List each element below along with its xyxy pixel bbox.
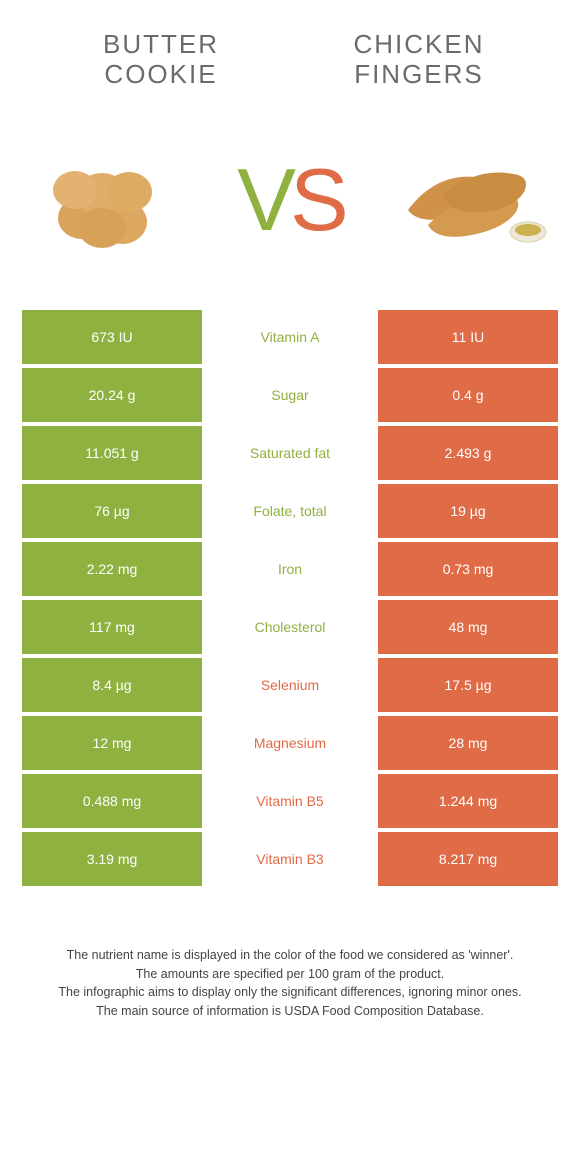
cell-left-value: 673 IU — [22, 310, 202, 364]
table-row: 12 mgMagnesium28 mg — [22, 716, 558, 770]
cell-right-value: 19 µg — [378, 484, 558, 538]
vs-row: VS — [22, 120, 558, 280]
title-left-line1: BUTTER — [103, 29, 219, 59]
cell-left-value: 3.19 mg — [22, 832, 202, 886]
table-row: 8.4 µgSelenium17.5 µg — [22, 658, 558, 712]
cell-nutrient-label: Vitamin B5 — [202, 774, 378, 828]
infographic-container: BUTTER COOKIE CHICKEN FINGERS VS — [0, 0, 580, 1041]
cell-left-value: 20.24 g — [22, 368, 202, 422]
cell-right-value: 2.493 g — [378, 426, 558, 480]
titles-row: BUTTER COOKIE CHICKEN FINGERS — [22, 30, 558, 90]
cell-right-value: 8.217 mg — [378, 832, 558, 886]
cell-left-value: 76 µg — [22, 484, 202, 538]
table-row: 11.051 gSaturated fat2.493 g — [22, 426, 558, 480]
food-image-right — [388, 130, 558, 270]
table-row: 2.22 mgIron0.73 mg — [22, 542, 558, 596]
cell-nutrient-label: Vitamin A — [202, 310, 378, 364]
vs-label: VS — [237, 149, 342, 251]
table-row: 117 mgCholesterol48 mg — [22, 600, 558, 654]
footnote-line: The main source of information is USDA F… — [32, 1002, 548, 1021]
food-image-left — [22, 130, 192, 270]
cell-right-value: 11 IU — [378, 310, 558, 364]
cell-left-value: 8.4 µg — [22, 658, 202, 712]
table-row: 20.24 gSugar0.4 g — [22, 368, 558, 422]
cell-nutrient-label: Cholesterol — [202, 600, 378, 654]
table-row: 0.488 mgVitamin B51.244 mg — [22, 774, 558, 828]
cell-right-value: 1.244 mg — [378, 774, 558, 828]
title-right-line1: CHICKEN — [353, 29, 484, 59]
cell-right-value: 48 mg — [378, 600, 558, 654]
cell-left-value: 2.22 mg — [22, 542, 202, 596]
footnote-line: The amounts are specified per 100 gram o… — [32, 965, 548, 984]
cell-right-value: 0.73 mg — [378, 542, 558, 596]
cell-left-value: 11.051 g — [22, 426, 202, 480]
footnote-line: The infographic aims to display only the… — [32, 983, 548, 1002]
nutrient-table: 673 IUVitamin A11 IU20.24 gSugar0.4 g11.… — [22, 310, 558, 886]
title-right: CHICKEN FINGERS — [290, 30, 558, 90]
vs-s: S — [290, 149, 343, 251]
footnote-line: The nutrient name is displayed in the co… — [32, 946, 548, 965]
cell-nutrient-label: Selenium — [202, 658, 378, 712]
title-left-line2: COOKIE — [104, 59, 217, 89]
cell-nutrient-label: Folate, total — [202, 484, 378, 538]
cell-left-value: 117 mg — [22, 600, 202, 654]
cell-nutrient-label: Magnesium — [202, 716, 378, 770]
cell-nutrient-label: Sugar — [202, 368, 378, 422]
title-right-line2: FINGERS — [354, 59, 484, 89]
cell-right-value: 28 mg — [378, 716, 558, 770]
cell-nutrient-label: Iron — [202, 542, 378, 596]
cell-right-value: 0.4 g — [378, 368, 558, 422]
table-row: 673 IUVitamin A11 IU — [22, 310, 558, 364]
footnotes: The nutrient name is displayed in the co… — [22, 946, 558, 1021]
cell-nutrient-label: Vitamin B3 — [202, 832, 378, 886]
title-left: BUTTER COOKIE — [22, 30, 290, 90]
table-row: 3.19 mgVitamin B38.217 mg — [22, 832, 558, 886]
cell-nutrient-label: Saturated fat — [202, 426, 378, 480]
cell-left-value: 0.488 mg — [22, 774, 202, 828]
cell-left-value: 12 mg — [22, 716, 202, 770]
cell-right-value: 17.5 µg — [378, 658, 558, 712]
vs-v: V — [237, 149, 290, 251]
table-row: 76 µgFolate, total19 µg — [22, 484, 558, 538]
